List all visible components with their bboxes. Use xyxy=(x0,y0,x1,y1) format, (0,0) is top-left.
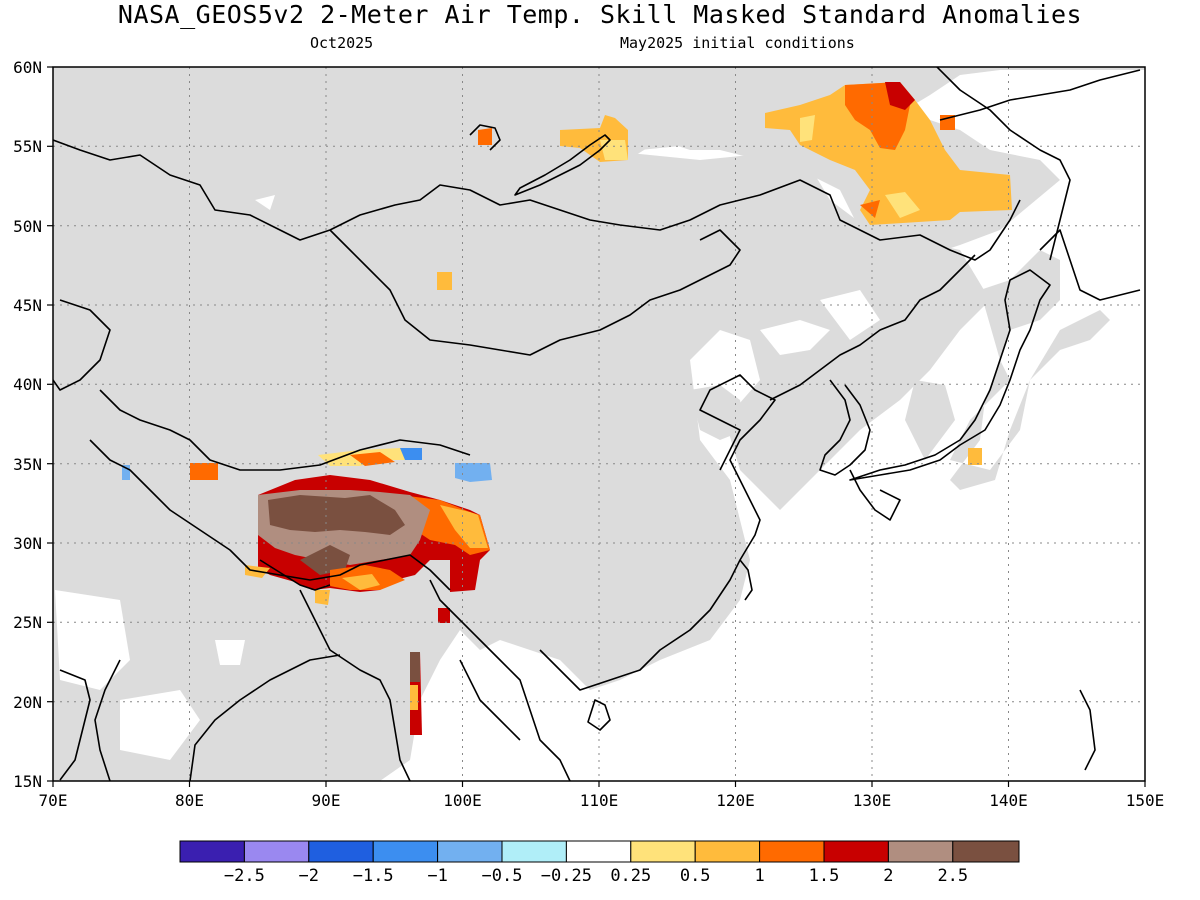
map-canvas xyxy=(53,67,1145,781)
colorbar-swatch xyxy=(565,840,632,863)
colorbar-swatch xyxy=(952,840,1020,863)
colorbar-label: 0.25 xyxy=(610,866,651,886)
mask-gaps xyxy=(55,195,880,760)
lat-label: 20N xyxy=(13,693,42,712)
anomaly-shading xyxy=(122,82,1012,735)
lat-label: 50N xyxy=(13,217,42,236)
colorbar-label: −2 xyxy=(299,866,319,886)
colorbar-label: 2 xyxy=(883,866,893,886)
colorbar-swatch xyxy=(823,840,889,863)
target-month-label: Oct2025 xyxy=(310,34,374,52)
colorbar-label: 1.5 xyxy=(809,866,840,886)
colorbar-label: 1 xyxy=(754,866,764,886)
map-title: NASA_GEOS5v2 2-Meter Air Temp. Skill Mas… xyxy=(117,0,1083,29)
colorbar-swatch xyxy=(308,840,374,863)
lon-label: 90E xyxy=(312,791,341,810)
colorbar-swatch xyxy=(243,840,310,863)
colorbar-label: −0.25 xyxy=(541,866,592,886)
colorbar-swatch xyxy=(759,840,825,863)
colorbar xyxy=(179,840,1020,863)
lat-label: 45N xyxy=(13,296,42,315)
longitude-labels: 70E 80E 90E 100E 110E 120E 130E 140E 150… xyxy=(39,791,1165,810)
colorbar-label: 0.5 xyxy=(680,866,711,886)
lon-label: 70E xyxy=(39,791,68,810)
colorbar-swatch xyxy=(694,840,761,863)
lat-label: 60N xyxy=(13,58,42,77)
lat-label: 25N xyxy=(13,613,42,632)
coastlines-and-borders xyxy=(53,67,1141,781)
lat-label: 35N xyxy=(13,455,42,474)
lon-label: 140E xyxy=(989,791,1028,810)
colorbar-swatch xyxy=(179,840,245,863)
colorbar-swatch xyxy=(372,840,439,863)
latitude-labels: 60N 55N 50N 45N 40N 35N 30N 25N 20N 15N xyxy=(13,58,42,791)
lon-label: 80E xyxy=(175,791,204,810)
colorbar-swatch xyxy=(887,840,954,863)
lat-label: 55N xyxy=(13,137,42,156)
lat-label: 15N xyxy=(13,772,42,791)
colorbar-swatch xyxy=(437,840,503,863)
axis-ticks xyxy=(47,66,1146,787)
colorbar-swatch xyxy=(501,840,567,863)
colorbar-swatch xyxy=(630,840,696,863)
init-conditions-label: May2025 initial conditions xyxy=(620,34,855,52)
lat-label: 30N xyxy=(13,534,42,553)
lon-label: 110E xyxy=(580,791,619,810)
graticule xyxy=(53,67,1145,781)
colorbar-labels: −2.5 −2 −1.5 −1 −0.5 −0.25 0.25 0.5 1 1.… xyxy=(224,866,968,886)
lon-label: 100E xyxy=(443,791,482,810)
lon-label: 120E xyxy=(716,791,755,810)
colorbar-label: −2.5 xyxy=(224,866,265,886)
colorbar-label: −1 xyxy=(427,866,447,886)
colorbar-label: −1.5 xyxy=(353,866,394,886)
lon-label: 150E xyxy=(1126,791,1165,810)
colorbar-label: −0.5 xyxy=(482,866,523,886)
lon-label: 130E xyxy=(853,791,892,810)
lat-label: 40N xyxy=(13,375,42,394)
colorbar-label: 2.5 xyxy=(937,866,968,886)
